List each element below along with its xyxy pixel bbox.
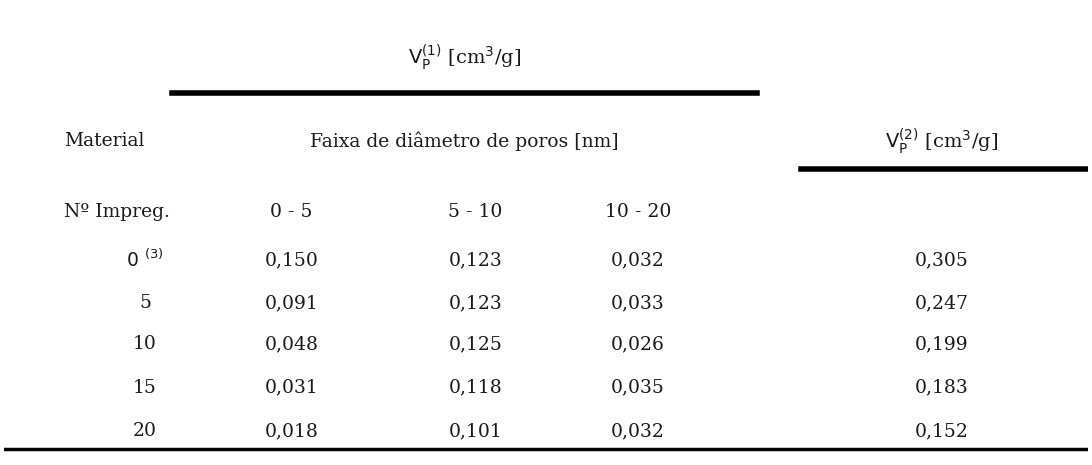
Text: 0,031: 0,031 <box>264 379 318 397</box>
Text: $\mathrm{V_P^{(1)}}$ [cm$^3$/g]: $\mathrm{V_P^{(1)}}$ [cm$^3$/g] <box>408 42 521 72</box>
Text: 0,150: 0,150 <box>264 251 318 269</box>
Text: 0,123: 0,123 <box>449 294 502 312</box>
Text: 0,125: 0,125 <box>449 335 502 353</box>
Text: 0,018: 0,018 <box>264 422 318 440</box>
Text: Faixa de diâmetro de poros [nm]: Faixa de diâmetro de poros [nm] <box>310 132 619 151</box>
Text: 0,033: 0,033 <box>612 294 665 312</box>
Text: 0,091: 0,091 <box>264 294 318 312</box>
Text: $\mathrm{V_P^{(2)}}$ [cm$^3$/g]: $\mathrm{V_P^{(2)}}$ [cm$^3$/g] <box>885 126 998 156</box>
Text: 0,152: 0,152 <box>915 422 969 440</box>
Text: 5 - 10: 5 - 10 <box>449 203 502 221</box>
Text: $0\ ^{(3)}$: $0\ ^{(3)}$ <box>127 249 164 271</box>
Text: 15: 15 <box>133 379 157 397</box>
Text: 0,048: 0,048 <box>264 335 319 353</box>
Text: 20: 20 <box>133 422 157 440</box>
Text: 5: 5 <box>139 294 151 312</box>
Text: 0,305: 0,305 <box>915 251 969 269</box>
Text: 10: 10 <box>133 335 157 353</box>
Text: 0,247: 0,247 <box>914 294 969 312</box>
Text: Material: Material <box>63 132 144 150</box>
Text: 0,032: 0,032 <box>612 422 665 440</box>
Text: 0,026: 0,026 <box>612 335 665 353</box>
Text: 0 - 5: 0 - 5 <box>270 203 312 221</box>
Text: 0,035: 0,035 <box>612 379 665 397</box>
Text: 0,032: 0,032 <box>612 251 665 269</box>
Text: 0,101: 0,101 <box>449 422 502 440</box>
Text: 0,118: 0,118 <box>449 379 502 397</box>
Text: Nº Impreg.: Nº Impreg. <box>63 203 169 221</box>
Text: 0,183: 0,183 <box>915 379 969 397</box>
Text: 0,123: 0,123 <box>449 251 502 269</box>
Text: 0,199: 0,199 <box>915 335 969 353</box>
Text: 10 - 20: 10 - 20 <box>605 203 672 221</box>
